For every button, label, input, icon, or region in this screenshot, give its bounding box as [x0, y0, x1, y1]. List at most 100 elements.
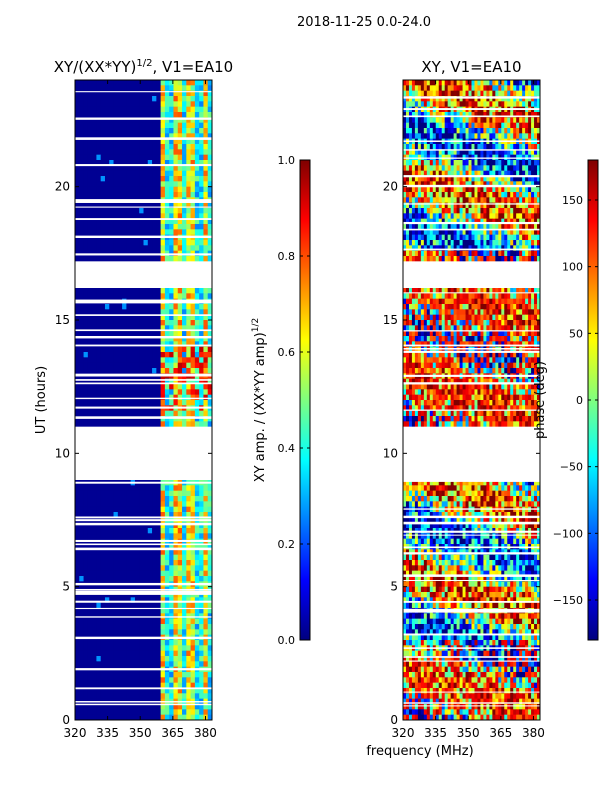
heatmap-cell	[483, 240, 487, 246]
heatmap-cell	[203, 522, 209, 529]
heatmap-cell	[525, 117, 529, 124]
heatmap-cell	[169, 672, 174, 678]
heatmap-cell	[194, 506, 200, 513]
heatmap-cell	[186, 688, 191, 694]
heatmap-cell	[113, 714, 119, 720]
heatmap-cell	[190, 330, 196, 337]
heatmap-cell	[147, 677, 153, 684]
heatmap-cell	[480, 224, 484, 230]
heatmap-cell	[92, 128, 97, 134]
heatmap-cell	[444, 234, 449, 241]
heatmap-cell	[501, 101, 505, 108]
heatmap-cell	[199, 314, 204, 321]
heatmap-cell	[134, 293, 140, 300]
flagged-integration-line	[75, 91, 212, 93]
heatmap-cell	[104, 368, 110, 374]
heatmap-cell	[126, 202, 132, 209]
heatmap-cell	[531, 213, 535, 220]
heatmap-cell	[143, 304, 149, 310]
heatmap-cell	[453, 122, 458, 129]
heatmap-cell	[160, 656, 166, 662]
heatmap-cell	[507, 144, 511, 150]
heatmap-cell	[83, 389, 89, 396]
heatmap-cell	[87, 613, 93, 620]
heatmap-cell	[513, 224, 517, 230]
heatmap-cell	[164, 245, 170, 252]
heatmap-cell	[477, 208, 481, 214]
heatmap-cell	[177, 224, 183, 230]
heatmap-cell	[100, 560, 106, 566]
heatmap-cell	[420, 96, 425, 102]
heatmap-cell	[203, 144, 209, 150]
heatmap-cell	[79, 288, 84, 294]
heatmap-cell	[147, 218, 153, 225]
heatmap-cell	[75, 293, 80, 300]
heatmap-cell	[408, 202, 413, 209]
heatmap-cell	[96, 714, 102, 720]
heatmap-cell	[498, 186, 502, 193]
heatmap-cell	[207, 229, 212, 236]
heatmap-cell	[522, 181, 526, 188]
heatmap-cell	[139, 293, 144, 300]
heatmap-cell	[156, 85, 162, 92]
heatmap-cell	[465, 208, 469, 214]
heatmap-cell	[186, 522, 191, 529]
heatmap-cell	[147, 629, 153, 636]
heatmap-cell	[96, 570, 102, 577]
heatmap-cell	[143, 597, 149, 604]
heatmap-cell	[468, 144, 472, 150]
heatmap-cell	[435, 197, 440, 204]
heatmap-cell	[426, 197, 431, 204]
heatmap-cell	[177, 608, 183, 614]
heatmap-cell	[486, 197, 490, 204]
heatmap-cell	[126, 128, 132, 134]
heatmap-cell	[507, 240, 511, 246]
heatmap-cell	[525, 197, 529, 204]
heatmap-cell	[117, 682, 123, 689]
heatmap-cell	[207, 608, 212, 614]
heatmap-cell	[87, 90, 93, 97]
heatmap-cell	[444, 149, 449, 156]
heatmap-cell	[126, 384, 132, 390]
heatmap-cell	[143, 96, 149, 102]
heatmap-cell	[474, 122, 478, 129]
heatmap-cell	[92, 640, 97, 646]
heatmap-cell	[79, 544, 84, 550]
heatmap-cell	[83, 650, 89, 657]
heatmap-cell	[429, 234, 434, 241]
heatmap-cell	[147, 133, 153, 140]
heatmap-cell	[462, 90, 466, 97]
heatmap-cell	[444, 144, 449, 150]
heatmap-cell	[405, 96, 410, 102]
heatmap-cell	[444, 202, 449, 209]
heatmap-cell	[130, 362, 136, 369]
heatmap-cell	[96, 629, 102, 636]
heatmap-cell	[147, 122, 153, 129]
heatmap-cell	[147, 554, 153, 561]
heatmap-cell	[531, 128, 535, 134]
heatmap-cell	[104, 165, 110, 172]
heatmap-cell	[126, 688, 132, 694]
heatmap-cell	[453, 202, 458, 209]
heatmap-cell	[429, 202, 434, 209]
heatmap-cell	[432, 144, 437, 150]
heatmap-cell	[173, 256, 179, 262]
heatmap-cell	[190, 570, 196, 577]
heatmap-cell	[160, 213, 166, 220]
heatmap-cell	[468, 101, 472, 108]
heatmap-cell	[139, 384, 144, 390]
heatmap-cell	[92, 501, 97, 508]
heatmap-cell	[130, 117, 136, 124]
heatmap-cell	[134, 154, 140, 161]
heatmap-cell	[156, 341, 162, 348]
heatmap-cell	[199, 389, 204, 396]
heatmap-cell	[450, 170, 455, 177]
heatmap-cell	[113, 693, 119, 700]
heatmap-cell	[531, 197, 535, 204]
heatmap-cell	[160, 576, 166, 582]
heatmap-cell	[113, 170, 119, 177]
heatmap-cell	[513, 250, 517, 257]
heatmap-cell	[156, 682, 162, 689]
heatmap-cell	[498, 192, 502, 198]
heatmap-cell	[164, 688, 170, 694]
